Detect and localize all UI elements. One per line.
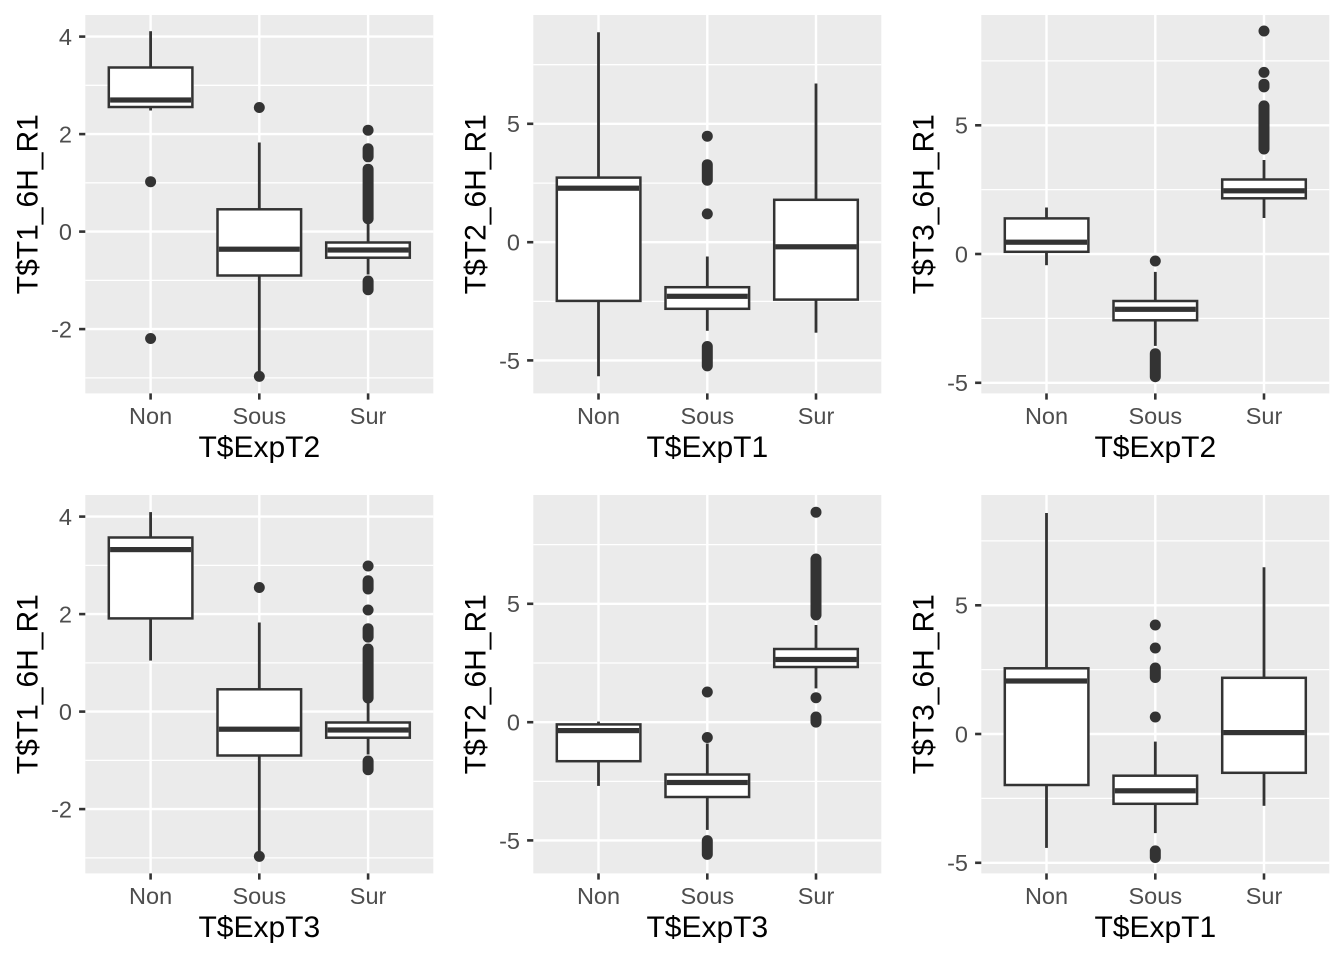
svg-text:T$T3_6H_R1: T$T3_6H_R1 (908, 594, 941, 774)
svg-text:T$ExpT3: T$ExpT3 (646, 911, 768, 944)
svg-text:2: 2 (59, 602, 72, 628)
svg-text:Non: Non (577, 403, 620, 429)
svg-text:Sur: Sur (1246, 403, 1283, 429)
svg-text:Sur: Sur (1246, 883, 1283, 909)
svg-text:T$ExpT1: T$ExpT1 (646, 431, 768, 464)
svg-text:Sur: Sur (798, 403, 835, 429)
svg-text:0: 0 (59, 219, 72, 245)
svg-text:5: 5 (955, 113, 968, 139)
svg-text:5: 5 (507, 111, 520, 137)
svg-text:-2: -2 (51, 797, 72, 823)
svg-text:4: 4 (59, 24, 72, 50)
svg-text:0: 0 (59, 699, 72, 725)
svg-text:2: 2 (59, 122, 72, 148)
svg-text:-5: -5 (947, 370, 968, 396)
svg-text:Sous: Sous (233, 883, 287, 909)
svg-text:T$ExpT1: T$ExpT1 (1094, 911, 1216, 944)
svg-text:T$ExpT2: T$ExpT2 (198, 431, 320, 464)
svg-text:Sur: Sur (350, 883, 387, 909)
svg-text:Sous: Sous (681, 883, 735, 909)
svg-text:-5: -5 (499, 828, 520, 854)
svg-text:Sous: Sous (681, 403, 735, 429)
svg-text:5: 5 (507, 591, 520, 617)
svg-text:-5: -5 (947, 850, 968, 876)
svg-text:T$T2_6H_R1: T$T2_6H_R1 (460, 594, 493, 774)
svg-text:T$T2_6H_R1: T$T2_6H_R1 (460, 114, 493, 294)
svg-text:-5: -5 (499, 348, 520, 374)
svg-text:T$T1_6H_R1: T$T1_6H_R1 (12, 594, 45, 774)
svg-text:Sous: Sous (1129, 883, 1183, 909)
svg-text:Non: Non (1025, 883, 1068, 909)
svg-text:Sous: Sous (1129, 403, 1183, 429)
svg-text:Sur: Sur (350, 403, 387, 429)
svg-text:Non: Non (1025, 403, 1068, 429)
svg-text:T$ExpT3: T$ExpT3 (198, 911, 320, 944)
svg-text:0: 0 (507, 710, 520, 736)
svg-text:0: 0 (507, 230, 520, 256)
svg-text:5: 5 (955, 593, 968, 619)
svg-text:Sous: Sous (233, 403, 287, 429)
svg-text:Non: Non (129, 403, 172, 429)
svg-text:T$T3_6H_R1: T$T3_6H_R1 (908, 114, 941, 294)
svg-text:Non: Non (577, 883, 620, 909)
svg-text:T$T1_6H_R1: T$T1_6H_R1 (12, 114, 45, 294)
svg-text:-2: -2 (51, 317, 72, 343)
svg-text:Non: Non (129, 883, 172, 909)
svg-text:0: 0 (955, 241, 968, 267)
svg-text:4: 4 (59, 504, 72, 530)
svg-text:0: 0 (955, 721, 968, 747)
svg-text:T$ExpT2: T$ExpT2 (1094, 431, 1216, 464)
svg-text:Sur: Sur (798, 883, 835, 909)
